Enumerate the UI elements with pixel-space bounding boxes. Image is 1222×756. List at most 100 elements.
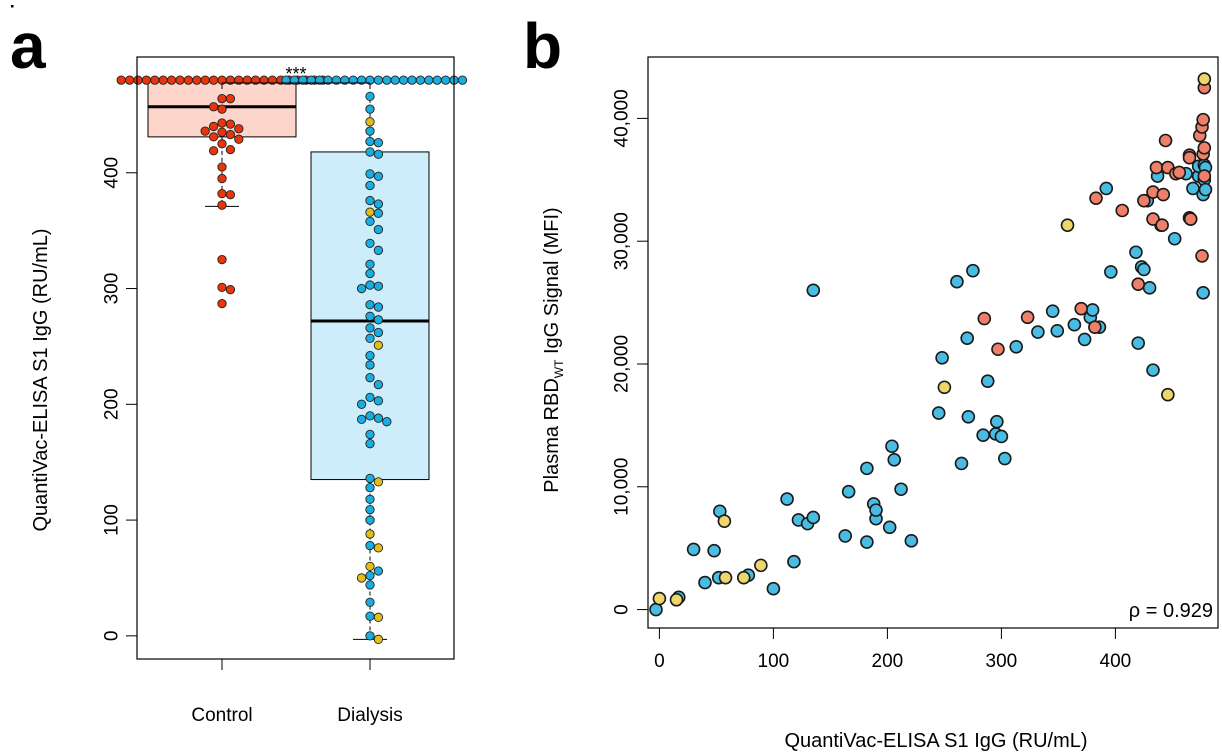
b-x-axis-title: QuantiVac-ELISA S1 IgG (RU/mL)	[784, 730, 1087, 752]
b-point-blue	[1131, 336, 1145, 350]
a-point-dialysis	[365, 207, 375, 217]
b-point-blue	[954, 456, 969, 471]
a-point-dialysis	[373, 281, 384, 291]
a-point-control	[234, 134, 244, 144]
a-point-control	[208, 102, 219, 112]
b-point-red	[991, 342, 1005, 357]
b-y-axis-title: Plasma RBDWT IgG Signal (MFI)	[541, 207, 566, 492]
b-point-blue	[1067, 317, 1082, 332]
b-point-blue	[806, 510, 821, 525]
b-point-blue	[766, 581, 781, 596]
a-ytick-label: 200	[102, 388, 123, 420]
a-point-dialysis	[373, 327, 384, 338]
b-ylabel-suffix: IgG Signal (MFI)	[541, 207, 563, 359]
a-point-dialysis	[365, 360, 375, 370]
b-point-red	[1197, 169, 1212, 183]
b-point-blue	[860, 535, 874, 549]
b-point-blue	[887, 452, 902, 467]
b-ytick-label: 0	[612, 604, 633, 615]
a-point-dialysis	[415, 75, 426, 85]
b-ytick-label: 40,000	[612, 89, 633, 147]
b-point-yellow	[736, 570, 751, 585]
a-point-control	[192, 75, 202, 85]
a-point-dialysis	[365, 540, 375, 551]
b-point-blue	[707, 543, 721, 558]
b-xtick-label: 0	[654, 651, 665, 672]
a-plot-frame	[136, 56, 455, 660]
a-point-dialysis	[373, 634, 384, 644]
b-point-blue	[935, 351, 949, 365]
b-point-red	[977, 311, 992, 326]
a-point-dialysis	[373, 315, 384, 325]
a-point-control	[217, 94, 227, 104]
b-point-blue	[966, 263, 980, 278]
a-point-control	[217, 254, 227, 265]
a-point-dialysis	[373, 543, 384, 553]
a-point-dialysis	[390, 75, 400, 85]
b-point-blue	[860, 461, 874, 476]
b-point-blue	[1198, 182, 1213, 197]
a-point-dialysis	[365, 323, 375, 333]
b-point-blue	[1085, 303, 1100, 317]
a-point-control	[217, 139, 227, 149]
a-point-dialysis	[373, 138, 384, 148]
a-point-dialysis	[365, 411, 375, 421]
b-point-blue	[1050, 324, 1065, 338]
b-point-blue	[1196, 285, 1210, 300]
a-point-control	[217, 282, 227, 293]
corner-mark	[11, 5, 14, 8]
b-point-red	[1137, 193, 1151, 208]
b-point-blue	[1142, 281, 1157, 295]
a-point-dialysis	[424, 75, 434, 85]
b-point-red	[1088, 320, 1102, 334]
a-point-dialysis	[365, 611, 375, 621]
b-point-blue	[1167, 231, 1182, 246]
a-point-control	[141, 75, 152, 85]
a-point-dialysis	[365, 561, 375, 572]
a-point-control	[225, 129, 236, 140]
a-point-dialysis	[373, 413, 384, 423]
a-point-control	[234, 124, 244, 134]
a-point-dialysis	[398, 75, 409, 85]
a-point-dialysis	[407, 75, 417, 85]
b-point-blue	[1077, 332, 1092, 347]
b-points	[649, 72, 1213, 617]
b-point-blue	[931, 406, 946, 420]
panel-a-boxplot: 0 100 200 300 400 Control Dialysis QuantiVac…	[30, 56, 468, 726]
b-point-red	[1183, 212, 1198, 226]
a-y-axis-title: QuantiVac-ELISA S1 IgG (RU/mL)	[30, 228, 52, 531]
a-point-dialysis	[365, 631, 375, 641]
a-point-control	[200, 75, 210, 85]
a-point-control	[217, 188, 227, 199]
a-point-dialysis	[373, 171, 384, 181]
a-point-dialysis	[365, 597, 375, 607]
a-point-dialysis	[365, 216, 375, 227]
a-point-control	[200, 126, 210, 136]
b-point-yellow	[652, 591, 667, 606]
a-point-control	[175, 75, 185, 85]
b-point-blue	[904, 534, 919, 548]
a-point-control	[217, 173, 227, 184]
b-point-blue	[1137, 262, 1151, 277]
b-point-red	[1149, 160, 1164, 175]
a-point-control	[124, 75, 135, 85]
a-point-control	[208, 121, 219, 132]
a-point-control	[150, 75, 160, 85]
b-ytick-label: 10,000	[612, 458, 633, 516]
b-point-blue	[869, 503, 883, 517]
b-point-blue	[1099, 181, 1114, 196]
a-point-dialysis	[373, 396, 384, 406]
b-point-blue	[698, 575, 712, 590]
b-point-blue	[838, 529, 853, 543]
b-ytick-label: 20,000	[612, 335, 633, 393]
b-point-yellow	[669, 592, 684, 607]
b-xtick-label: 100	[758, 651, 790, 672]
a-point-dialysis	[356, 573, 367, 583]
a-boxes	[147, 79, 430, 640]
a-point-dialysis	[373, 477, 384, 487]
b-ylabel-main: Plasma RBD	[541, 378, 563, 492]
a-point-dialysis	[281, 75, 291, 85]
a-point-dialysis	[356, 414, 367, 425]
b-point-blue	[1146, 363, 1160, 377]
